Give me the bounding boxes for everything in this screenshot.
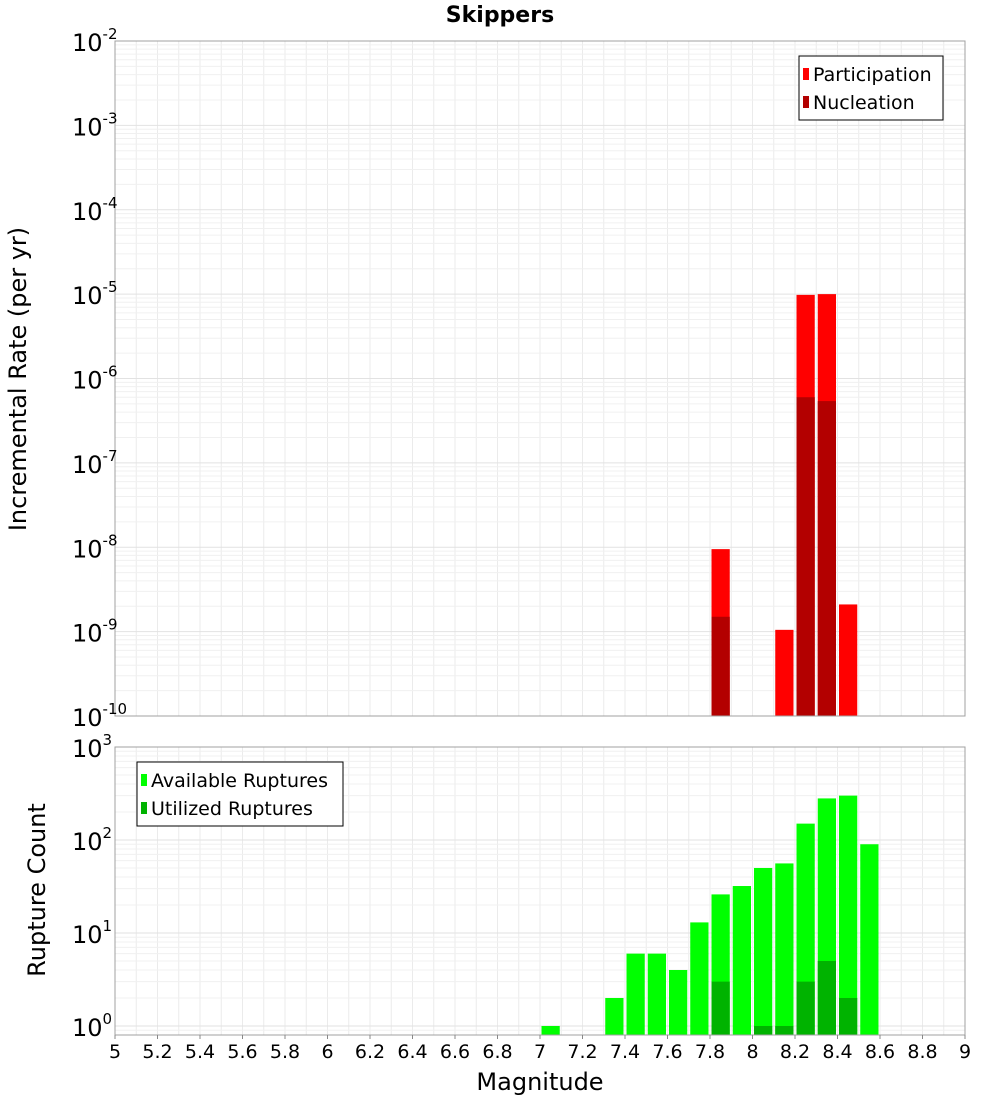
count-y-tick-label: 102 [72, 824, 112, 856]
count-legend-label: Utilized Ruptures [151, 798, 313, 820]
count-bar-series1 [775, 863, 794, 1035]
rate-y-tick-label: 10-5 [72, 278, 118, 310]
count-y-tick-label: 103 [72, 731, 112, 763]
rate-y-axis-label: Incremental Rate (per yr) [4, 227, 32, 531]
rate-bar-series1 [839, 604, 858, 716]
chart-title: Skippers [446, 3, 554, 28]
count-bar-series1 [839, 795, 858, 1035]
x-tick-label: 5.6 [227, 1041, 257, 1063]
x-tick-label: 6.6 [440, 1041, 470, 1063]
count-y-tick-label: 101 [72, 917, 112, 949]
x-tick-label: 6.4 [397, 1041, 427, 1063]
rate-y-tick-label: 10-10 [72, 700, 127, 732]
rate-y-tick-label: 10-9 [72, 616, 118, 648]
rate-y-tick-label: 10-2 [72, 25, 118, 57]
rate-bar-series2 [796, 397, 815, 716]
x-tick-label: 6 [321, 1041, 333, 1063]
count-bar-series1 [669, 969, 688, 1035]
rate-bar-series2 [817, 401, 836, 716]
count-legend-box [136, 761, 344, 827]
x-tick-label: 7.2 [567, 1041, 597, 1063]
x-tick-label: 6.8 [482, 1041, 512, 1063]
x-tick-label: 8.2 [780, 1041, 810, 1063]
x-tick-label: 8.8 [907, 1041, 937, 1063]
x-tick-label: 9 [959, 1041, 971, 1063]
count-y-tick-label: 100 [72, 1010, 112, 1042]
count-bar-series1 [626, 953, 645, 1035]
x-tick-label: 8 [746, 1041, 758, 1063]
x-tick-label: 5 [109, 1041, 121, 1063]
x-tick-label: 8.4 [822, 1041, 852, 1063]
x-tick-label: 5.2 [142, 1041, 172, 1063]
count-y-axis-label: Rupture Count [23, 803, 51, 977]
count-legend-label: Available Ruptures [151, 770, 328, 792]
count-bar-series2 [839, 997, 858, 1035]
rate-legend-box [798, 55, 944, 121]
count-bar-series2 [796, 981, 815, 1035]
count-legend-swatch [141, 802, 147, 814]
rate-bar-series1 [775, 629, 794, 716]
x-tick-label: 7 [534, 1041, 546, 1063]
count-bar-series1 [732, 886, 751, 1035]
count-bar-series1 [605, 997, 624, 1035]
x-tick-label: 5.4 [185, 1041, 215, 1063]
count-bar-series2 [754, 1025, 773, 1035]
x-tick-label: 7.4 [610, 1041, 640, 1063]
x-tick-label: 7.6 [652, 1041, 682, 1063]
count-bar-series1 [541, 1025, 560, 1035]
rate-y-tick-label: 10-7 [72, 447, 118, 479]
count-legend-swatch [141, 774, 147, 786]
count-bar-series1 [690, 922, 709, 1035]
x-tick-label: 8.6 [865, 1041, 895, 1063]
rate-plot-border [114, 40, 966, 717]
x-axis-label: Magnitude [476, 1068, 603, 1096]
count-bar-series1 [860, 844, 879, 1035]
x-tick-label: 6.2 [355, 1041, 385, 1063]
rate-y-tick-label: 10-4 [72, 194, 118, 226]
count-bar-series1 [647, 953, 666, 1035]
rate-y-tick-label: 10-3 [72, 109, 118, 141]
rate-legend-label: Participation [813, 64, 932, 86]
x-tick-label: 7.8 [695, 1041, 725, 1063]
x-tick-label: 5.8 [270, 1041, 300, 1063]
rate-y-tick-label: 10-8 [72, 531, 118, 563]
count-bar-series2 [817, 960, 836, 1035]
rate-legend-label: Nucleation [813, 92, 915, 114]
count-bar-series2 [711, 981, 730, 1035]
count-bar-series2 [775, 1025, 794, 1035]
rate-legend-swatch [803, 68, 809, 80]
rate-plot: 10-10 10-9 10-8 10-7 10-6 10-5 10-4 10-3 10-2 Par… [72, 25, 966, 732]
count-bar-series1 [754, 867, 773, 1035]
rate-y-tick-label: 10-6 [72, 363, 118, 395]
rate-legend-swatch [803, 96, 809, 108]
rate-bar-series2 [711, 616, 730, 716]
